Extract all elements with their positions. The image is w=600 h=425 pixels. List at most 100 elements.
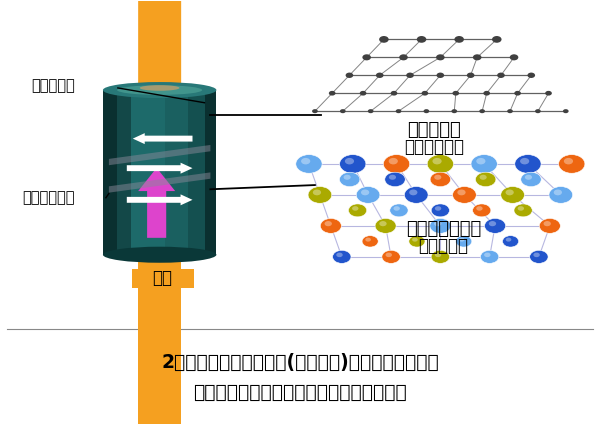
- Circle shape: [479, 109, 485, 113]
- Circle shape: [417, 36, 427, 43]
- Circle shape: [320, 218, 341, 233]
- Bar: [157, 90, 160, 255]
- Bar: [148, 90, 151, 255]
- Bar: [171, 90, 174, 255]
- Bar: [191, 90, 194, 255]
- Circle shape: [360, 91, 367, 96]
- Circle shape: [564, 158, 573, 164]
- FancyArrow shape: [138, 168, 175, 238]
- Circle shape: [340, 155, 366, 173]
- Polygon shape: [109, 145, 211, 165]
- Circle shape: [379, 36, 389, 43]
- Circle shape: [349, 204, 367, 217]
- Bar: [211, 90, 214, 255]
- Circle shape: [340, 172, 360, 187]
- Bar: [103, 90, 106, 255]
- Circle shape: [471, 155, 497, 173]
- Bar: [137, 90, 140, 255]
- Bar: [123, 90, 125, 255]
- Circle shape: [457, 190, 466, 196]
- Circle shape: [545, 91, 552, 96]
- Circle shape: [506, 238, 511, 242]
- Bar: [145, 90, 148, 255]
- Circle shape: [475, 172, 496, 187]
- Text: グラフェン: グラフェン: [407, 121, 461, 139]
- Circle shape: [404, 187, 428, 203]
- Bar: [143, 90, 145, 255]
- Circle shape: [296, 155, 322, 173]
- Circle shape: [510, 54, 518, 60]
- Circle shape: [544, 221, 551, 226]
- Bar: [168, 90, 171, 255]
- Circle shape: [409, 190, 418, 196]
- Bar: [117, 90, 120, 255]
- Circle shape: [434, 175, 442, 180]
- Bar: [188, 90, 191, 255]
- Circle shape: [433, 158, 442, 164]
- Bar: [160, 90, 163, 255]
- Circle shape: [476, 158, 485, 164]
- Circle shape: [376, 73, 383, 78]
- Bar: [114, 90, 117, 255]
- Bar: [197, 90, 199, 255]
- Circle shape: [436, 54, 445, 60]
- Circle shape: [533, 252, 540, 257]
- Circle shape: [452, 91, 459, 96]
- Circle shape: [399, 54, 408, 60]
- Circle shape: [497, 73, 505, 78]
- Circle shape: [514, 204, 532, 217]
- Circle shape: [559, 155, 585, 173]
- Circle shape: [395, 109, 401, 113]
- Bar: [194, 90, 197, 255]
- Circle shape: [473, 204, 491, 217]
- Circle shape: [484, 91, 490, 96]
- Text: ホイスラー合金: ホイスラー合金: [406, 221, 481, 238]
- Circle shape: [385, 172, 405, 187]
- Circle shape: [502, 235, 518, 247]
- Circle shape: [473, 54, 481, 60]
- Circle shape: [501, 187, 524, 203]
- Circle shape: [382, 250, 400, 264]
- Bar: [185, 90, 188, 255]
- Circle shape: [492, 36, 502, 43]
- Ellipse shape: [140, 85, 179, 91]
- Circle shape: [431, 250, 449, 264]
- Circle shape: [484, 252, 491, 257]
- Circle shape: [340, 109, 346, 113]
- FancyArrow shape: [127, 194, 193, 205]
- Circle shape: [437, 73, 444, 78]
- Circle shape: [554, 190, 562, 196]
- Circle shape: [485, 218, 506, 233]
- Circle shape: [563, 109, 569, 113]
- Circle shape: [329, 91, 335, 96]
- Circle shape: [362, 54, 371, 60]
- Circle shape: [365, 238, 371, 242]
- Bar: [151, 90, 154, 255]
- Circle shape: [479, 175, 487, 180]
- Circle shape: [386, 252, 392, 257]
- Circle shape: [434, 221, 442, 226]
- Bar: [154, 90, 157, 255]
- Circle shape: [476, 206, 482, 211]
- Text: （磁性体）からなる磁気メモリの基本構造: （磁性体）からなる磁気メモリの基本構造: [193, 382, 407, 402]
- Circle shape: [379, 221, 386, 226]
- Circle shape: [391, 91, 397, 96]
- Circle shape: [368, 109, 374, 113]
- Circle shape: [535, 109, 541, 113]
- Circle shape: [430, 218, 451, 233]
- Circle shape: [525, 175, 532, 180]
- Text: 2次元物質のグラフェン(非磁性体)とホイスラー合金: 2次元物質のグラフェン(非磁性体)とホイスラー合金: [161, 353, 439, 372]
- Circle shape: [507, 109, 513, 113]
- Circle shape: [409, 235, 425, 247]
- Circle shape: [459, 238, 464, 242]
- Circle shape: [435, 206, 441, 211]
- Ellipse shape: [117, 85, 202, 95]
- Circle shape: [412, 238, 418, 242]
- Circle shape: [430, 172, 451, 187]
- Bar: [131, 90, 134, 255]
- Bar: [208, 90, 211, 255]
- Bar: [128, 90, 131, 255]
- Bar: [202, 90, 205, 255]
- Bar: [166, 90, 168, 255]
- Circle shape: [345, 158, 354, 164]
